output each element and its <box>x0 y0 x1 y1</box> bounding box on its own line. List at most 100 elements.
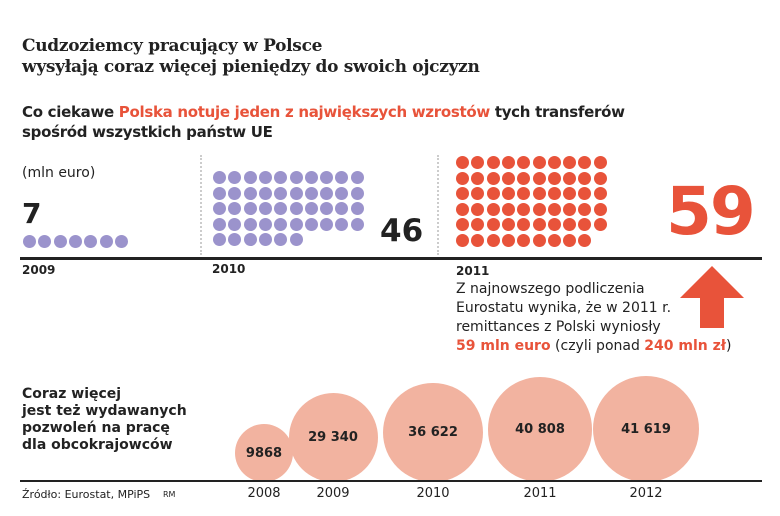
dot-2010 <box>274 217 288 231</box>
dot-2011 <box>578 218 592 231</box>
dot-2011 <box>593 218 607 231</box>
dot-2010 <box>289 186 303 200</box>
year-label: 2010 <box>212 262 246 276</box>
dot-2010 <box>243 217 257 231</box>
dot-2010 <box>274 171 288 184</box>
value-2009: 7 <box>22 197 42 230</box>
dot-2011 <box>517 218 531 231</box>
dot-2011 <box>471 187 485 200</box>
dot-2011 <box>517 156 531 169</box>
dot-2010 <box>304 171 318 184</box>
subtitle-line2: spośród wszystkich państw UE <box>22 123 273 141</box>
note-text: (czyli ponad <box>550 338 645 354</box>
dot-2010 <box>274 233 288 246</box>
dot-2011 <box>593 156 607 169</box>
subtitle-text: Co ciekawe <box>22 103 119 121</box>
dot-2010 <box>350 186 364 200</box>
dot-2009 <box>68 235 82 248</box>
dot-2011 <box>501 202 515 216</box>
dot-2010 <box>274 186 288 200</box>
note-value: 240 mln zł <box>644 338 726 354</box>
dot-2010 <box>304 217 318 231</box>
dot-2011 <box>563 218 577 231</box>
dot-2011 <box>456 187 469 200</box>
subtitle: Co ciekawe Polska notuje jeden z najwięk… <box>22 102 625 142</box>
dot-2011 <box>532 233 546 247</box>
dot-2011 <box>517 187 531 200</box>
dot-2010 <box>335 217 349 231</box>
dot-2009 <box>114 235 128 248</box>
divider <box>437 155 439 255</box>
dot-2011 <box>486 202 500 216</box>
note: Z najnowszego podliczenia Eurostatu wyni… <box>456 280 731 356</box>
dot-2011 <box>563 187 577 200</box>
year-label: 2011 <box>456 264 490 278</box>
dot-2010 <box>228 171 242 184</box>
dot-2010 <box>213 171 226 184</box>
dot-2010 <box>228 233 242 246</box>
bubble-title-line: Coraz więcej <box>22 386 122 402</box>
dot-2011 <box>563 233 577 247</box>
bubble: 40 808 <box>487 377 593 482</box>
dot-2011 <box>486 171 500 185</box>
bubble-title: Coraz więcej jest też wydawanych pozwole… <box>22 386 187 454</box>
main-title: Cudzoziemcy pracujący w Polsce wysyłają … <box>22 36 480 78</box>
dot-2010 <box>258 171 272 184</box>
bubble-year: 2010 <box>416 486 450 501</box>
bubble-value: 41 619 <box>621 421 671 437</box>
dot-2011 <box>578 233 592 247</box>
dot-2009 <box>84 235 98 248</box>
dot-2011 <box>486 218 500 231</box>
dot-2011 <box>547 187 561 200</box>
dot-2011 <box>578 187 592 200</box>
bubble-year: 2009 <box>316 486 350 501</box>
dot-2010 <box>258 233 272 246</box>
dot-2010 <box>243 171 257 184</box>
subtitle-text: tych transferów <box>489 103 625 121</box>
dot-2010 <box>304 202 318 215</box>
bubble: 36 622 <box>383 382 483 482</box>
dot-2011 <box>532 187 546 200</box>
bubble: 29 340 <box>288 392 378 482</box>
dot-2010 <box>335 186 349 200</box>
dot-2010 <box>258 202 272 215</box>
dot-2010 <box>320 171 334 184</box>
dot-2010 <box>289 233 303 246</box>
dot-2011 <box>501 233 515 247</box>
dot-2011 <box>547 233 561 247</box>
unit-label: (mln euro) <box>22 165 96 181</box>
dot-2010 <box>289 217 303 231</box>
dot-2010 <box>320 186 334 200</box>
bubble-baseline <box>20 480 762 482</box>
dot-2010 <box>320 202 334 215</box>
dot-2011 <box>471 202 485 216</box>
dot-2011 <box>532 156 546 169</box>
dot-2010 <box>350 217 364 231</box>
bubble-year: 2008 <box>247 486 281 501</box>
dot-2011 <box>486 233 500 247</box>
note-text: ) <box>725 338 732 354</box>
dot-2010 <box>213 186 226 200</box>
dot-2011 <box>456 171 469 185</box>
bubble-value: 29 340 <box>308 429 358 445</box>
subtitle-highlight: Polska notuje jeden z największych wzros… <box>118 103 490 121</box>
dot-2011 <box>578 171 592 185</box>
dot-2011 <box>547 218 561 231</box>
dot-2010 <box>350 171 364 184</box>
dot-2010 <box>213 202 226 215</box>
dot-2010 <box>350 202 364 215</box>
bubble-title-line: pozwoleń na pracę <box>22 420 170 436</box>
author: RM <box>163 490 176 499</box>
note-line: Z najnowszego podliczenia <box>456 281 645 297</box>
bubble-title-line: dla obcokrajowców <box>22 437 173 453</box>
dot-2009 <box>38 235 52 248</box>
dot-2011 <box>471 218 485 231</box>
dot-2011 <box>486 187 500 200</box>
value-2011: 59 <box>666 173 756 250</box>
divider <box>200 155 202 255</box>
arrow-up-icon <box>680 266 744 328</box>
dot-2011 <box>486 156 500 169</box>
dot-2011 <box>456 233 469 247</box>
dot-2010 <box>243 233 257 246</box>
